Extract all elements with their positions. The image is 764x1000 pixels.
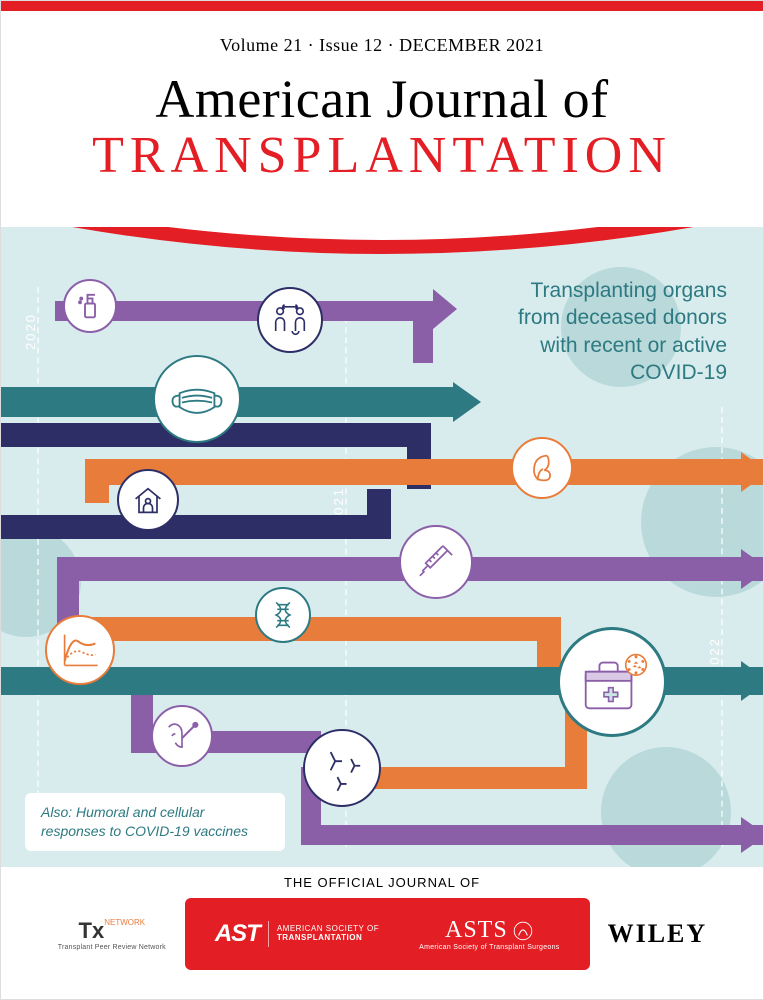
arrowhead-icon bbox=[433, 289, 457, 329]
arrowhead-icon bbox=[741, 817, 763, 853]
flow-strip bbox=[367, 489, 391, 539]
flow-strip bbox=[1, 515, 391, 539]
tx-network-logo: TxNETWORK Transplant Peer Review Network bbox=[57, 904, 167, 964]
arrowhead-icon bbox=[741, 549, 763, 589]
year-2020-label: 2020 bbox=[23, 313, 38, 350]
also-note: Also: Humoral and cellular responses to … bbox=[25, 793, 285, 851]
volume-text: Volume 21 bbox=[220, 35, 303, 55]
virus-bg-icon bbox=[601, 747, 731, 867]
sanitizer-icon bbox=[63, 279, 117, 333]
asts-emblem-icon bbox=[512, 920, 534, 942]
flow-strip bbox=[85, 459, 109, 503]
journal-title: American Journal of TRANSPLANTATION bbox=[1, 68, 763, 185]
syringe-icon bbox=[399, 525, 473, 599]
flow-strip bbox=[81, 617, 561, 641]
date-text: DECEMBER 2021 bbox=[399, 35, 544, 55]
arrowhead-icon bbox=[741, 452, 763, 492]
asts-logo: ASTS American Society of Transplant Surg… bbox=[419, 917, 560, 951]
issue-line: Volume 21 · Issue 12 · DECEMBER 2021 bbox=[1, 35, 763, 56]
year-divider bbox=[37, 287, 39, 847]
title-line1: American Journal of bbox=[1, 68, 763, 130]
flow-strip bbox=[413, 301, 433, 363]
issue-text: Issue 12 bbox=[319, 35, 383, 55]
flow-strip bbox=[301, 825, 763, 845]
antibody-icon bbox=[303, 729, 381, 807]
flatten-curve-icon bbox=[45, 615, 115, 685]
footer: THE OFFICIAL JOURNAL OF TxNETWORK Transp… bbox=[1, 867, 763, 999]
arrowhead-icon bbox=[741, 661, 763, 701]
medkit-virus-icon bbox=[557, 627, 667, 737]
dna-icon bbox=[255, 587, 311, 643]
wiley-logo: WILEY bbox=[608, 919, 708, 949]
social-distance-icon bbox=[257, 287, 323, 353]
feature-callout: Transplanting organs from deceased donor… bbox=[497, 277, 727, 386]
kidney-icon bbox=[511, 437, 573, 499]
top-red-bar bbox=[1, 1, 763, 11]
flow-strip bbox=[131, 695, 153, 753]
mask-icon bbox=[153, 355, 241, 443]
ast-logo: AST AMERICAN SOCIETY OF TRANSPLANTATION bbox=[215, 920, 379, 948]
flow-strip bbox=[85, 459, 763, 485]
journal-cover: Volume 21 · Issue 12 · DECEMBER 2021 Ame… bbox=[0, 0, 764, 1000]
arrowhead-icon bbox=[453, 382, 481, 422]
official-journal-label: THE OFFICIAL JOURNAL OF bbox=[284, 875, 480, 890]
title-line2: TRANSPLANTATION bbox=[1, 126, 763, 185]
stay-home-icon bbox=[117, 469, 179, 531]
cover-infographic: 2020 2021 2022 bbox=[1, 227, 763, 867]
logo-row: TxNETWORK Transplant Peer Review Network… bbox=[1, 898, 763, 970]
societies-block: AST AMERICAN SOCIETY OF TRANSPLANTATION … bbox=[185, 898, 590, 970]
nasal-swab-icon bbox=[151, 705, 213, 767]
